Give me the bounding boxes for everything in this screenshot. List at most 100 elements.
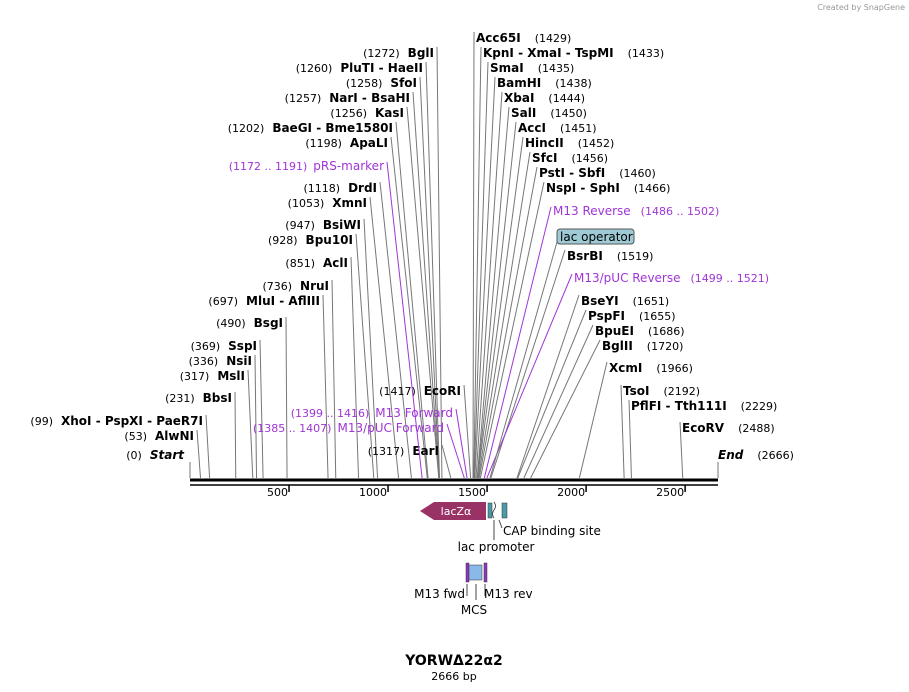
site-position: (1272)	[363, 47, 400, 60]
site-position: (1966)	[656, 362, 693, 375]
site-position: (2488)	[738, 422, 775, 435]
site-position: (1433)	[628, 47, 665, 60]
site-position: (928)	[268, 234, 298, 247]
primer-line	[386, 161, 423, 479]
site-position: (1417)	[379, 385, 416, 398]
m13-rev-label: M13 rev	[484, 587, 533, 601]
end-position: (2666)	[757, 449, 794, 462]
lacz-arrow	[420, 502, 486, 520]
site-label: SfcI (1456)	[532, 151, 608, 165]
site-label: (947) BsiWI	[285, 218, 361, 232]
site-position: (736)	[262, 280, 292, 293]
site-label: SmaI (1435)	[490, 61, 574, 75]
site-label: (1272) BglI	[363, 46, 434, 60]
mcs-label: MCS	[461, 603, 487, 617]
site-label: (317) MslI	[180, 369, 245, 383]
site-label: (851) AclI	[285, 256, 348, 270]
site-line	[477, 151, 531, 479]
site-label: (928) Bpu10I	[268, 233, 353, 247]
site-line	[475, 91, 503, 479]
site-position: (2229)	[741, 400, 778, 413]
site-name: Bpu10I	[306, 233, 353, 247]
size: 2666 bp	[431, 670, 476, 683]
site-position: (99)	[30, 415, 53, 428]
mcs-box	[468, 564, 483, 581]
site-name: EarI	[412, 444, 439, 458]
start-label: (0) Start	[126, 448, 185, 462]
site-line	[620, 384, 625, 479]
site-name: XhoI - PspXI - PaeR7I	[61, 414, 203, 428]
site-line	[247, 369, 254, 479]
site-name: NsiI	[226, 354, 252, 368]
site-label: (1257) NarI - BsaHI	[285, 91, 410, 105]
site-line	[254, 354, 258, 479]
site-label: BseYI (1651)	[581, 294, 669, 308]
site-label: (1202) BaeGI - Bme1580I	[228, 121, 393, 135]
site-name: BsrBI	[567, 249, 603, 263]
site-line	[390, 136, 428, 479]
site-name: SspI	[228, 339, 257, 353]
site-name: XbaI	[504, 91, 534, 105]
site-label: XbaI (1444)	[504, 91, 585, 105]
site-name: BsiWI	[323, 218, 361, 232]
site-line	[259, 339, 264, 479]
cap-site	[487, 502, 493, 519]
title: YORWΔ22α2	[404, 653, 502, 669]
site-line	[473, 46, 482, 479]
site-position: (1435)	[538, 62, 575, 75]
primer-label: M13 Reverse (1486 .. 1502)	[553, 204, 719, 218]
primer-range: (1399 .. 1416)	[291, 407, 370, 420]
site-line	[628, 399, 632, 479]
ruler-label: 1500	[458, 486, 486, 499]
site-line	[441, 444, 452, 479]
site-name: SmaI	[490, 61, 524, 75]
site-label: BpuEI (1686)	[595, 324, 685, 338]
site-position: (697)	[208, 295, 238, 308]
primer-line	[486, 273, 573, 479]
primer-label: (1399 .. 1416) M13 Forward	[291, 406, 453, 420]
site-name: NruI	[300, 279, 329, 293]
site-position: (369)	[191, 340, 221, 353]
site-line	[196, 429, 201, 479]
site-line	[205, 414, 211, 479]
site-name: AclI	[323, 256, 348, 270]
site-name: BsgI	[254, 316, 283, 330]
site-name: SfoI	[390, 76, 417, 90]
site-label: (231) BbsI	[165, 391, 232, 405]
site-line	[369, 196, 400, 479]
site-position: (1452)	[578, 137, 615, 150]
end-label: End (2666)	[718, 448, 794, 462]
site-position: (1460)	[619, 167, 656, 180]
site-position: (1466)	[634, 182, 671, 195]
site-label: BamHI (1438)	[497, 76, 592, 90]
site-position: (1519)	[617, 250, 654, 263]
site-name: EcoRV	[682, 421, 725, 435]
site-label: (1417) EcoRI	[379, 384, 461, 398]
site-position: (1429)	[535, 32, 572, 45]
site-line	[474, 76, 496, 479]
m13-fwd	[465, 562, 470, 583]
site-position: (2192)	[663, 385, 700, 398]
site-position: (490)	[216, 317, 246, 330]
site-position: (1256)	[330, 107, 367, 120]
site-position: (336)	[189, 355, 219, 368]
site-line	[516, 294, 580, 479]
promoter-label: lac promoter	[458, 540, 535, 554]
ruler-label: 1000	[359, 486, 387, 499]
site-name: PluTI - HaeII	[340, 61, 423, 75]
lac-promoter	[492, 501, 496, 519]
m13-fwd-label: M13 fwd	[414, 587, 465, 601]
site-label: (1118) DrdI	[303, 181, 377, 195]
primer-range: (1486 .. 1502)	[641, 205, 720, 218]
site-label: (336) NsiI	[189, 354, 252, 368]
site-label: NspI - SphI (1466)	[546, 181, 670, 195]
site-position: (1720)	[647, 340, 684, 353]
site-line	[234, 391, 237, 479]
site-position: (1053)	[288, 197, 325, 210]
site-label: AccI (1451)	[518, 121, 597, 135]
site-position: (1202)	[228, 122, 265, 135]
site-name: EcoRI	[424, 384, 461, 398]
primer-range: (1499 .. 1521)	[691, 272, 770, 285]
site-name: SfcI	[532, 151, 557, 165]
